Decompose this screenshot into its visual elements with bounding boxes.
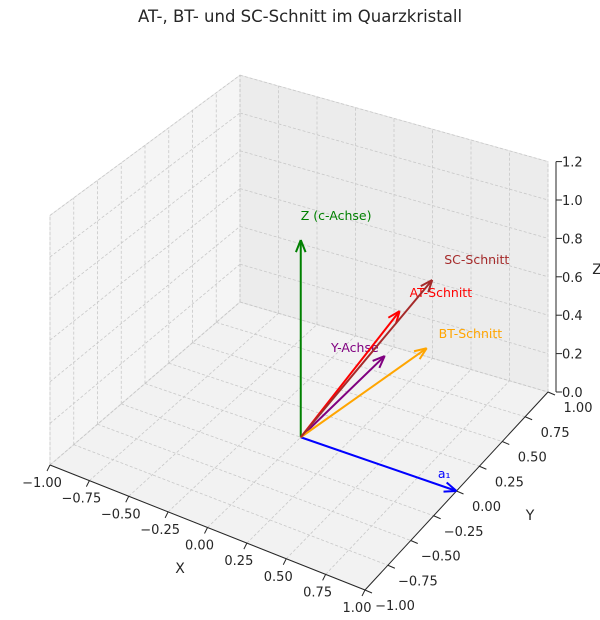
arrowhead-icon: [413, 347, 427, 353]
y-tick-label: −0.50: [421, 550, 461, 565]
x-gridline: [167, 335, 356, 513]
arrowhead-icon: [387, 310, 401, 319]
y-tick: [387, 564, 396, 569]
y-tick-label: −1.00: [375, 599, 415, 614]
arrowhead-icon: [446, 481, 458, 492]
x-tick-label: −0.75: [61, 492, 101, 507]
y-gridline: [168, 362, 480, 467]
vector-label: Z (c-Achse): [301, 208, 372, 223]
vector-label: SC-Schnitt: [444, 252, 509, 267]
vector-z-c-achse-[interactable]: Z (c-Achse): [294, 208, 372, 438]
arrowhead-icon: [443, 490, 457, 493]
vector-label: a₁: [438, 466, 451, 481]
x-tick: [164, 511, 169, 519]
vector-shaft: [300, 355, 386, 438]
x-tick: [243, 542, 248, 550]
z-tick-label: 0.2: [562, 348, 583, 363]
vector-shaft: [299, 279, 433, 438]
z-gridline: [239, 263, 549, 354]
x-axis-label: X: [175, 561, 185, 577]
x-tick: [46, 464, 51, 472]
z-gridline: [49, 150, 241, 299]
vector-bt-schnitt[interactable]: BT-Schnitt: [300, 326, 503, 439]
x-tick: [322, 574, 327, 581]
y-tick: [524, 416, 533, 421]
x-tick-label: −1.00: [22, 476, 62, 491]
y-axis-label: Y: [525, 508, 535, 524]
chart-title: AT-, BT- und SC-Schnitt im Quarzkristall: [138, 7, 462, 26]
y-tick: [502, 441, 510, 445]
y-tick-label: 0.75: [541, 426, 570, 441]
arrowhead-icon: [418, 347, 428, 360]
z-gridline: [239, 188, 549, 278]
z-gridline: [239, 226, 549, 316]
y-tick: [433, 515, 441, 520]
z-tick-label: 0.0: [562, 386, 583, 401]
y-tick-label: 1.00: [564, 401, 593, 416]
x-tick-label: −0.25: [140, 523, 180, 538]
vector-label: Y-Achse: [330, 340, 379, 355]
y-tick-label: 0.25: [495, 475, 524, 490]
y-tick-label: −0.75: [398, 574, 438, 589]
z-gridline: [49, 188, 241, 341]
arrowhead-icon: [420, 279, 433, 288]
z-tick-label: 1.0: [562, 194, 583, 209]
vector-shaft: [300, 436, 457, 492]
z-axis-label: Z: [592, 262, 600, 278]
z-gridline: [239, 150, 549, 239]
x-tick: [282, 558, 287, 565]
arrowhead-icon: [294, 239, 302, 253]
y-gridline: [97, 423, 411, 541]
y-tick: [410, 540, 418, 544]
y-gridline: [73, 444, 389, 566]
z-gridline: [239, 301, 549, 393]
arrowhead-icon: [427, 279, 434, 293]
x-tick-label: 0.50: [264, 570, 293, 585]
y-tick: [456, 490, 464, 495]
z-gridline: [239, 112, 549, 201]
x-tick: [125, 496, 130, 503]
x-gridline: [325, 380, 510, 575]
x-tick-label: 0.75: [303, 585, 332, 600]
x-tick: [85, 480, 90, 487]
z-gridline: [49, 263, 241, 424]
y-tick: [479, 465, 487, 470]
vector-label: AT-Schnitt: [410, 285, 473, 300]
z-tick-label: 1.2: [562, 156, 583, 171]
vector-sc-schnitt[interactable]: SC-Schnitt: [299, 252, 510, 438]
z-gridline: [239, 74, 549, 162]
arrowhead-icon: [372, 355, 386, 362]
x-tick: [204, 527, 208, 534]
x-tick-label: −0.50: [101, 507, 141, 522]
x-tick-label: 0.00: [185, 539, 214, 554]
x-tick-label: 1.00: [343, 601, 372, 615]
x-tick: [361, 589, 366, 597]
arrowhead-icon: [378, 355, 386, 369]
y-gridline: [121, 403, 434, 517]
y-tick: [547, 391, 556, 396]
y-tick-label: 0.00: [472, 500, 501, 515]
y-tick: [364, 589, 373, 594]
z-tick-label: 0.6: [562, 271, 583, 286]
z-gridline: [49, 74, 241, 216]
vector-shaft: [300, 347, 428, 439]
vector-y-achse[interactable]: Y-Achse: [300, 340, 386, 438]
y-tick-label: 0.50: [518, 451, 547, 466]
y-tick-label: −0.25: [444, 525, 484, 540]
vector-a-[interactable]: a₁: [300, 436, 458, 493]
z-tick-label: 0.8: [562, 232, 583, 247]
z-gridline: [49, 226, 241, 383]
arrowhead-icon: [299, 239, 307, 253]
x-tick-label: 0.25: [224, 554, 253, 569]
z-gridline: [49, 301, 241, 466]
z-tick-label: 0.4: [562, 309, 583, 324]
vector-label: BT-Schnitt: [439, 326, 503, 341]
